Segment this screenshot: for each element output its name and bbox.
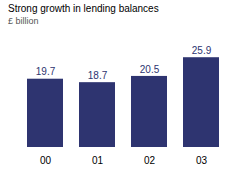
svg-text:00: 00 (40, 155, 52, 166)
svg-text:02: 02 (144, 155, 156, 166)
svg-text:03: 03 (196, 155, 208, 166)
svg-text:20.5: 20.5 (140, 64, 160, 75)
html-text:£ billion: £ billion (8, 16, 39, 26)
html-text:Strong growth in lending balan: Strong growth in lending balances (8, 3, 159, 14)
svg-text:25.9: 25.9 (192, 45, 212, 56)
svg-text:18.7: 18.7 (88, 70, 108, 81)
svg-text:19.7: 19.7 (36, 66, 56, 77)
svg-text:01: 01 (92, 155, 104, 166)
